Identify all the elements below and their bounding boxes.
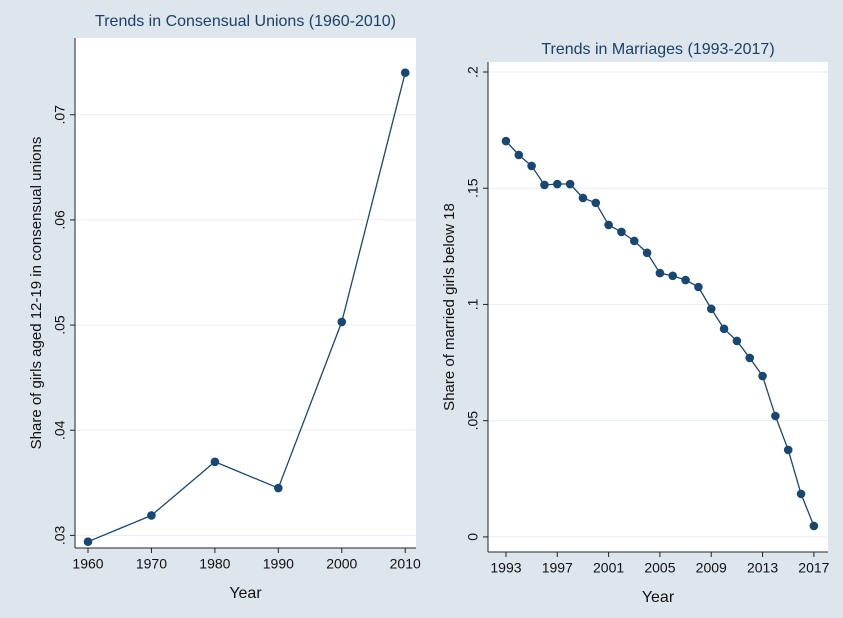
marker [337,317,347,327]
marker [668,271,678,281]
y-tick-label: .1 [465,298,481,310]
marker [629,236,639,246]
x-tick-label: 2009 [696,560,727,576]
chart-title: Trends in Marriages (1993-2017) [541,41,774,58]
marker [681,275,690,285]
marker [501,136,511,146]
x-tick-label: 2000 [326,556,357,572]
x-tick-label: 2013 [747,560,778,576]
marker [604,220,613,230]
plot-area [488,62,828,552]
marker [578,193,588,203]
marker [732,336,742,346]
x-tick-label: 1980 [199,556,230,572]
marker [514,150,524,160]
marker [527,161,536,171]
x-tick-label: 2017 [798,560,829,576]
plot-area [75,38,416,548]
x-tick-label: 2001 [593,560,624,576]
marker [745,353,755,363]
marker [783,445,793,455]
marker [706,304,716,314]
y-axis-title: Share of girls aged 12-19 in consensual … [28,137,45,450]
y-tick-label: .06 [52,210,68,230]
marker [210,457,220,467]
y-tick-label: .07 [52,105,68,125]
marker [83,537,93,546]
x-tick-label: 1993 [490,560,521,576]
marker [655,268,665,278]
marker [809,521,819,531]
marker [694,282,703,292]
y-tick-label: .05 [52,315,68,335]
marker [771,411,780,421]
x-tick-label: 1990 [263,556,294,572]
y-tick-label: 0 [465,533,481,541]
x-tick-label: 1970 [136,556,167,572]
marker [591,198,601,208]
y-tick-label: .03 [52,525,68,545]
x-tick-label: 2010 [390,556,421,572]
y-tick-label: .15 [465,178,481,198]
chart-title: Trends in Consensual Unions (1960-2010) [95,13,396,30]
marker [758,371,767,381]
y-axis-title: Share of married girls below 18 [441,203,458,411]
y-tick-label: .05 [465,411,481,431]
x-axis-title: Year [229,585,262,602]
marker [147,511,156,520]
marker [552,179,562,189]
y-tick-label: .04 [52,420,68,440]
marker [540,180,549,190]
marker [400,68,410,78]
marker [796,489,806,499]
x-tick-label: 1960 [72,556,103,572]
marker [274,483,283,493]
marker [642,248,652,258]
x-tick-label: 2005 [644,560,675,576]
x-axis-title: Year [642,589,675,606]
line [87,72,406,543]
x-tick-label: 1997 [542,560,573,576]
marker [565,179,575,189]
marker [719,324,729,334]
marker [617,227,626,237]
y-tick-label: .2 [465,66,481,78]
